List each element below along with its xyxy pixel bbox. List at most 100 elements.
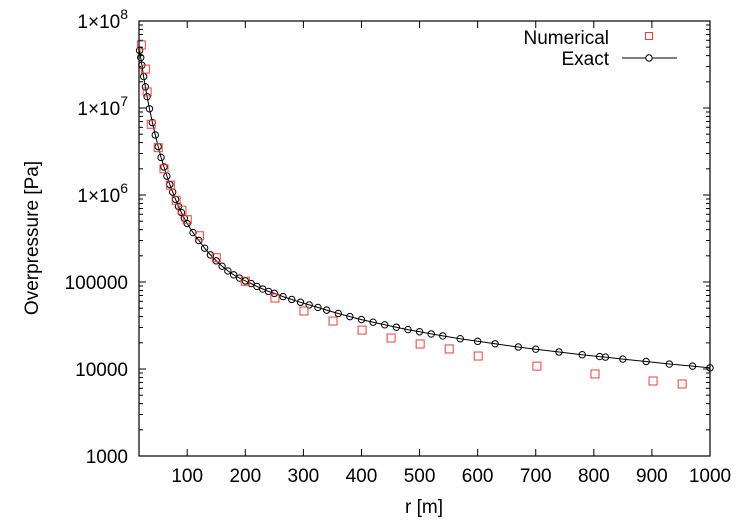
- legend: Numerical Exact: [523, 28, 677, 70]
- y-axis-title: Overpressure [Pa]: [22, 161, 43, 315]
- exact-point: [151, 131, 159, 139]
- y-tick-label: 100000: [65, 273, 128, 294]
- exact-point: [473, 337, 482, 346]
- exact-point: [218, 262, 226, 270]
- exact-point: [305, 301, 313, 309]
- exact-point: [357, 315, 366, 324]
- exact-point: [578, 351, 586, 359]
- exact-curve: [139, 50, 711, 369]
- exact-point: [200, 244, 209, 252]
- x-axis-tick-labels: 100 200 300 400 500 600 700 800 900 1000: [171, 466, 731, 487]
- exact-point: [206, 251, 215, 259]
- exact-point: [688, 362, 697, 370]
- exact-point: [427, 330, 435, 338]
- x-tick-label: 100: [171, 466, 203, 487]
- x-tick-label: 300: [288, 466, 320, 487]
- exact-point: [642, 357, 650, 366]
- numerical-point: [136, 40, 146, 50]
- exact-point: [514, 343, 523, 351]
- numerical-point: [153, 143, 163, 153]
- numerical-point: [142, 87, 152, 97]
- legend-label-numerical: Numerical: [523, 28, 609, 49]
- y-tick-label: 1×106: [77, 180, 128, 207]
- plot-frame: [138, 20, 711, 457]
- exact-point: [143, 92, 151, 101]
- x-axis-ticks: [186, 21, 711, 456]
- y-axis-ticks: [139, 20, 710, 457]
- y-tick-label: 1×107: [77, 93, 128, 120]
- exact-point: [279, 292, 287, 301]
- exact-point: [189, 228, 197, 237]
- exact-point: [334, 309, 342, 318]
- numerical-point: [328, 316, 338, 326]
- exact-point: [601, 353, 610, 361]
- exact-point: [253, 282, 261, 291]
- y-tick-label: 10000: [75, 360, 128, 381]
- numerical-point: [473, 351, 483, 361]
- exact-point: [439, 332, 447, 340]
- numerical-point: [165, 180, 175, 190]
- exact-series-line: [139, 50, 711, 369]
- x-tick-label: 600: [462, 466, 494, 487]
- x-tick-label: 200: [229, 466, 261, 487]
- exact-point: [369, 318, 377, 326]
- x-tick-label: 500: [404, 466, 436, 487]
- numerical-point: [171, 195, 181, 205]
- exact-point: [381, 321, 389, 329]
- exact-point: [456, 334, 464, 343]
- exact-point: [229, 271, 238, 279]
- y-tick-label: 1×108: [77, 6, 128, 33]
- numerical-point: [211, 253, 221, 263]
- numerical-point: [159, 164, 169, 174]
- x-tick-label: 1000: [689, 466, 731, 487]
- numerical-point: [177, 205, 187, 215]
- legend-circle-marker-icon: [645, 54, 653, 62]
- exact-point: [235, 274, 244, 282]
- legend-label-exact: Exact: [561, 49, 609, 70]
- exact-point: [288, 295, 296, 304]
- numerical-point: [648, 376, 658, 386]
- x-tick-label: 700: [520, 466, 552, 487]
- legend-square-marker-icon: [645, 32, 653, 40]
- numerical-point: [299, 306, 309, 316]
- numerical-point: [532, 361, 542, 371]
- numerical-point: [182, 215, 192, 225]
- numerical-point: [270, 293, 280, 303]
- exact-point: [212, 257, 220, 265]
- exact-point: [404, 325, 412, 334]
- numerical-series-markers: [136, 40, 687, 389]
- exact-point: [247, 279, 255, 288]
- numerical-point: [194, 231, 204, 241]
- exact-point: [392, 323, 401, 331]
- exact-point: [224, 267, 232, 275]
- exact-point: [160, 163, 168, 171]
- x-tick-label: 800: [578, 466, 610, 487]
- numerical-point: [240, 276, 250, 286]
- y-tick-label: 1000: [86, 447, 128, 468]
- numerical-point: [677, 379, 687, 389]
- exact-point: [665, 360, 674, 368]
- exact-point: [346, 312, 354, 321]
- numerical-point: [140, 64, 150, 74]
- numerical-point: [444, 344, 454, 354]
- x-axis-title: r [m]: [405, 497, 443, 518]
- exact-point: [195, 236, 203, 245]
- numerical-point: [590, 369, 600, 379]
- exact-point: [555, 348, 563, 356]
- exact-point: [595, 352, 604, 361]
- y-axis-tick-labels: 1000 10000 100000 1×106 1×107 1×108: [65, 6, 129, 468]
- exact-point: [322, 306, 331, 314]
- numerical-point: [415, 339, 425, 349]
- exact-point: [314, 303, 322, 312]
- exact-series-markers: [135, 46, 714, 372]
- exact-point: [619, 355, 627, 363]
- exact-point: [157, 153, 165, 162]
- exact-point: [532, 345, 540, 353]
- numerical-point: [146, 119, 156, 129]
- x-tick-label: 400: [346, 466, 378, 487]
- x-tick-label: 900: [636, 466, 668, 487]
- exact-point: [415, 328, 424, 336]
- numerical-point: [386, 333, 396, 343]
- exact-point: [296, 298, 305, 306]
